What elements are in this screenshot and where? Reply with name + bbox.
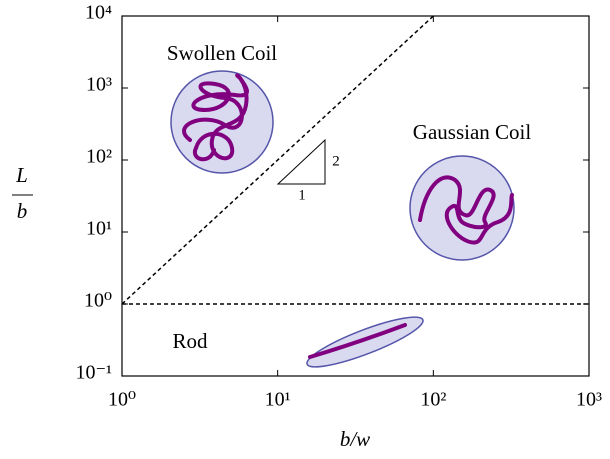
x-tick-label: 10³: [576, 389, 602, 411]
chart: 1 2 Swollen Coil Gaussian Coil Rod b/w L…: [0, 0, 610, 459]
y-tick-label: 10³: [86, 74, 112, 96]
x-tick-label: 10⁰: [108, 389, 136, 411]
x-tick-label: 10¹: [265, 389, 291, 411]
x-axis-label: b/w: [340, 427, 370, 451]
plot-frame: [122, 16, 589, 376]
x-tick-label: 10²: [420, 389, 446, 411]
slope-triangle: [278, 140, 325, 184]
rod-blob: [303, 309, 427, 376]
y-tick-label: 10⁻¹: [75, 362, 112, 384]
annotation: Swollen Coil: [167, 41, 277, 65]
y-tick-label: 10¹: [86, 218, 112, 240]
y-tick-label: 10²: [86, 146, 112, 168]
y-tick-label: 10⁴: [85, 2, 112, 24]
y-axis-label-denominator: b: [17, 199, 28, 223]
gaussian-coil-blob: [410, 156, 514, 260]
slope-rise: 2: [332, 153, 340, 169]
annotation: Gaussian Coil: [413, 120, 532, 144]
y-tick-label: 10⁰: [84, 290, 112, 312]
annotation: Rod: [172, 329, 208, 353]
slope-run: 1: [298, 187, 306, 203]
y-axis-label-numerator: L: [15, 163, 28, 187]
